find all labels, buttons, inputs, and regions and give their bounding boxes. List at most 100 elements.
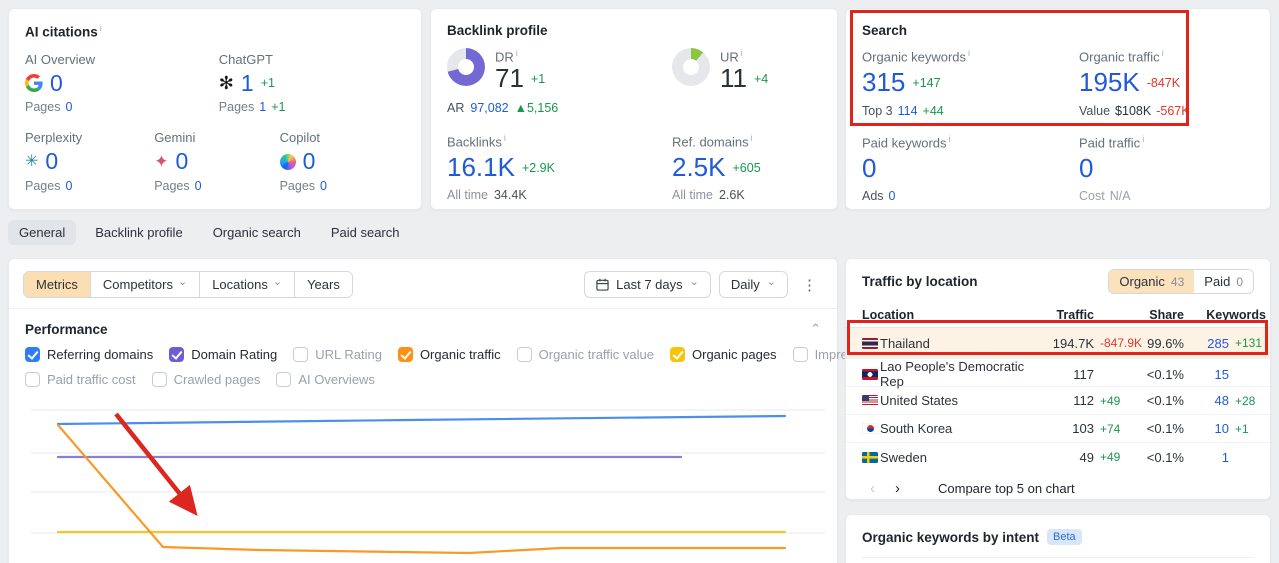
traffic-by-location-title: Traffic by location	[862, 274, 978, 289]
toggle-organic[interactable]: Organic 43	[1109, 270, 1195, 293]
ahrefs-rank-link[interactable]: 97,082	[470, 100, 509, 115]
info-icon	[1142, 134, 1144, 144]
pages-count-link[interactable]: 0	[320, 178, 327, 193]
competitors-dropdown[interactable]: Competitors	[90, 272, 201, 297]
keywords-link[interactable]: 1	[1221, 449, 1229, 465]
checkbox-icon	[25, 347, 40, 362]
table-row-south-korea[interactable]: South Korea 103 +74 <0.1% 10 +1	[846, 415, 1270, 443]
south-korea-flag-icon	[862, 423, 878, 434]
ads-link[interactable]: 0	[888, 189, 896, 204]
search-card: Search Organic keywords 315 +147 Top 3 1…	[845, 8, 1271, 210]
checkbox-crawled-pages[interactable]: Crawled pages	[151, 372, 260, 387]
copilot-icon	[279, 153, 296, 170]
granularity-dropdown[interactable]: Daily	[718, 271, 788, 298]
checkbox-organic-traffic[interactable]: Organic traffic	[397, 347, 501, 362]
chevron-down-icon	[767, 277, 776, 288]
pages-count-link[interactable]: 0	[65, 178, 73, 193]
performance-card: Metrics Competitors Locations Years Last…	[8, 258, 984, 563]
date-range-dropdown[interactable]: Last 7 days	[584, 271, 711, 298]
info-icon	[751, 133, 753, 143]
keywords-link[interactable]: 48	[1214, 393, 1229, 408]
checkbox-ai-overviews[interactable]: AI Overviews	[276, 372, 375, 387]
chatgpt-metric: ChatGPT ✻ 1 +1 Pages 1 +1	[218, 52, 286, 115]
tab-paid-search[interactable]: Paid search	[330, 225, 400, 240]
ur-value: 11	[720, 63, 747, 94]
checkbox-icon	[276, 372, 292, 387]
checkbox-paid-traffic-cost[interactable]: Paid traffic cost	[25, 372, 136, 387]
tab-organic-search[interactable]: Organic search	[212, 225, 301, 240]
calendar-icon	[596, 278, 609, 291]
ai-citations-title: AI citations	[25, 23, 405, 39]
checkbox-icon	[792, 347, 808, 362]
gemini-count[interactable]: 0	[175, 148, 189, 175]
checkbox-organic-traffic-value[interactable]: Organic traffic value	[516, 347, 654, 362]
table-row-united-states[interactable]: United States 112 +49 <0.1% 48 +28	[846, 387, 1270, 415]
chatgpt-icon: ✻	[218, 73, 234, 94]
tab-backlink-profile[interactable]: Backlink profile	[95, 225, 183, 240]
organic-traffic-metric: Organic traffic 195K -847K Value $108K -…	[1079, 48, 1254, 118]
top3-link[interactable]: 114	[897, 103, 918, 118]
organic-keywords-value[interactable]: 315	[862, 67, 906, 98]
gemini-icon: ✦	[154, 152, 169, 172]
checkbox-organic-pages[interactable]: Organic pages	[670, 347, 777, 362]
tab-general[interactable]: General	[8, 220, 77, 245]
info-icon	[100, 23, 102, 33]
checkbox-referring-domains[interactable]: Referring domains	[25, 347, 153, 362]
beta-badge: Beta	[1047, 529, 1082, 545]
backlink-profile-title: Backlink profile	[447, 23, 548, 38]
checkbox-domain-rating[interactable]: Domain Rating	[169, 347, 277, 362]
checkbox-icon	[169, 347, 185, 362]
compare-top5-link[interactable]: Compare top 5 on chart	[938, 481, 1075, 496]
pagination-prev-icon[interactable]	[862, 480, 883, 497]
kebab-menu-icon[interactable]	[796, 274, 823, 296]
copilot-count[interactable]: 0	[302, 148, 316, 175]
keywords-link[interactable]: 15	[1214, 366, 1229, 382]
pages-count-link[interactable]: 1	[259, 100, 267, 115]
perplexity-icon: ✳	[25, 152, 39, 170]
copilot-metric: Copilot 0 Pages 0	[279, 130, 327, 193]
toggle-paid[interactable]: Paid 0	[1194, 270, 1253, 293]
performance-chart[interactable]	[25, 384, 827, 563]
ref-domains-value[interactable]: 2.5K	[672, 151, 726, 182]
chevron-down-icon	[178, 277, 187, 288]
years-button[interactable]: Years	[295, 272, 352, 297]
checkbox-url-rating[interactable]: URL Rating	[293, 347, 382, 362]
chart-toolbar: Metrics Competitors Locations Years Last…	[9, 259, 837, 308]
chevron-down-icon	[273, 277, 282, 288]
paid-keywords-value[interactable]: 0	[862, 152, 877, 183]
paid-traffic-value[interactable]: 0	[1079, 152, 1094, 183]
thailand-flag-icon	[862, 337, 878, 349]
backlinks-value[interactable]: 16.1K	[447, 151, 515, 182]
perplexity-count[interactable]: 0	[45, 148, 59, 175]
pages-count-link[interactable]: 0	[65, 100, 73, 115]
organic-traffic-value[interactable]: 195K	[1079, 67, 1140, 98]
paid-keywords-metric: Paid keywords 0 Ads 0	[862, 134, 1079, 204]
table-row-sweden[interactable]: Sweden 49 +49 <0.1% 1	[846, 443, 1270, 471]
traffic-by-location-card: Traffic by location Organic 43 Paid 0 Loca…	[845, 258, 1271, 500]
performance-title: Performance	[25, 321, 108, 337]
info-icon	[1162, 48, 1164, 58]
table-row-thailand[interactable]: Thailand 194.7K -847.9K 99.6% 285 +131	[846, 328, 1270, 359]
keywords-by-intent-title: Organic keywords by intent	[862, 529, 1040, 545]
table-row-laos[interactable]: Lao People's Democratic Rep 117 <0.1% 15	[846, 359, 1270, 389]
organic-paid-toggle: Organic 43 Paid 0	[1108, 269, 1254, 294]
locations-dropdown[interactable]: Locations	[200, 272, 296, 297]
metrics-button[interactable]: Metrics	[24, 272, 91, 297]
filter-segmented-control: Metrics Competitors Locations Years	[23, 271, 353, 298]
pages-count-link[interactable]: 0	[194, 178, 202, 193]
pagination-next-icon[interactable]	[887, 480, 908, 497]
keywords-link[interactable]: 285	[1207, 335, 1229, 351]
sweden-flag-icon	[862, 451, 878, 463]
google-icon	[25, 74, 43, 93]
checkbox-icon	[670, 347, 685, 362]
gemini-metric: Gemini ✦ 0 Pages 0	[154, 130, 202, 193]
info-icon	[741, 48, 743, 58]
organic-keywords-metric: Organic keywords 315 +147 Top 3 114 +44	[862, 48, 1079, 118]
collapse-chevron-up-icon[interactable]	[810, 321, 821, 337]
url-rating-metric: UR 11 +4	[672, 48, 821, 93]
keywords-link[interactable]: 10	[1214, 421, 1229, 436]
chatgpt-count[interactable]: 1	[240, 70, 254, 97]
ai-overview-count[interactable]: 0	[50, 70, 63, 97]
